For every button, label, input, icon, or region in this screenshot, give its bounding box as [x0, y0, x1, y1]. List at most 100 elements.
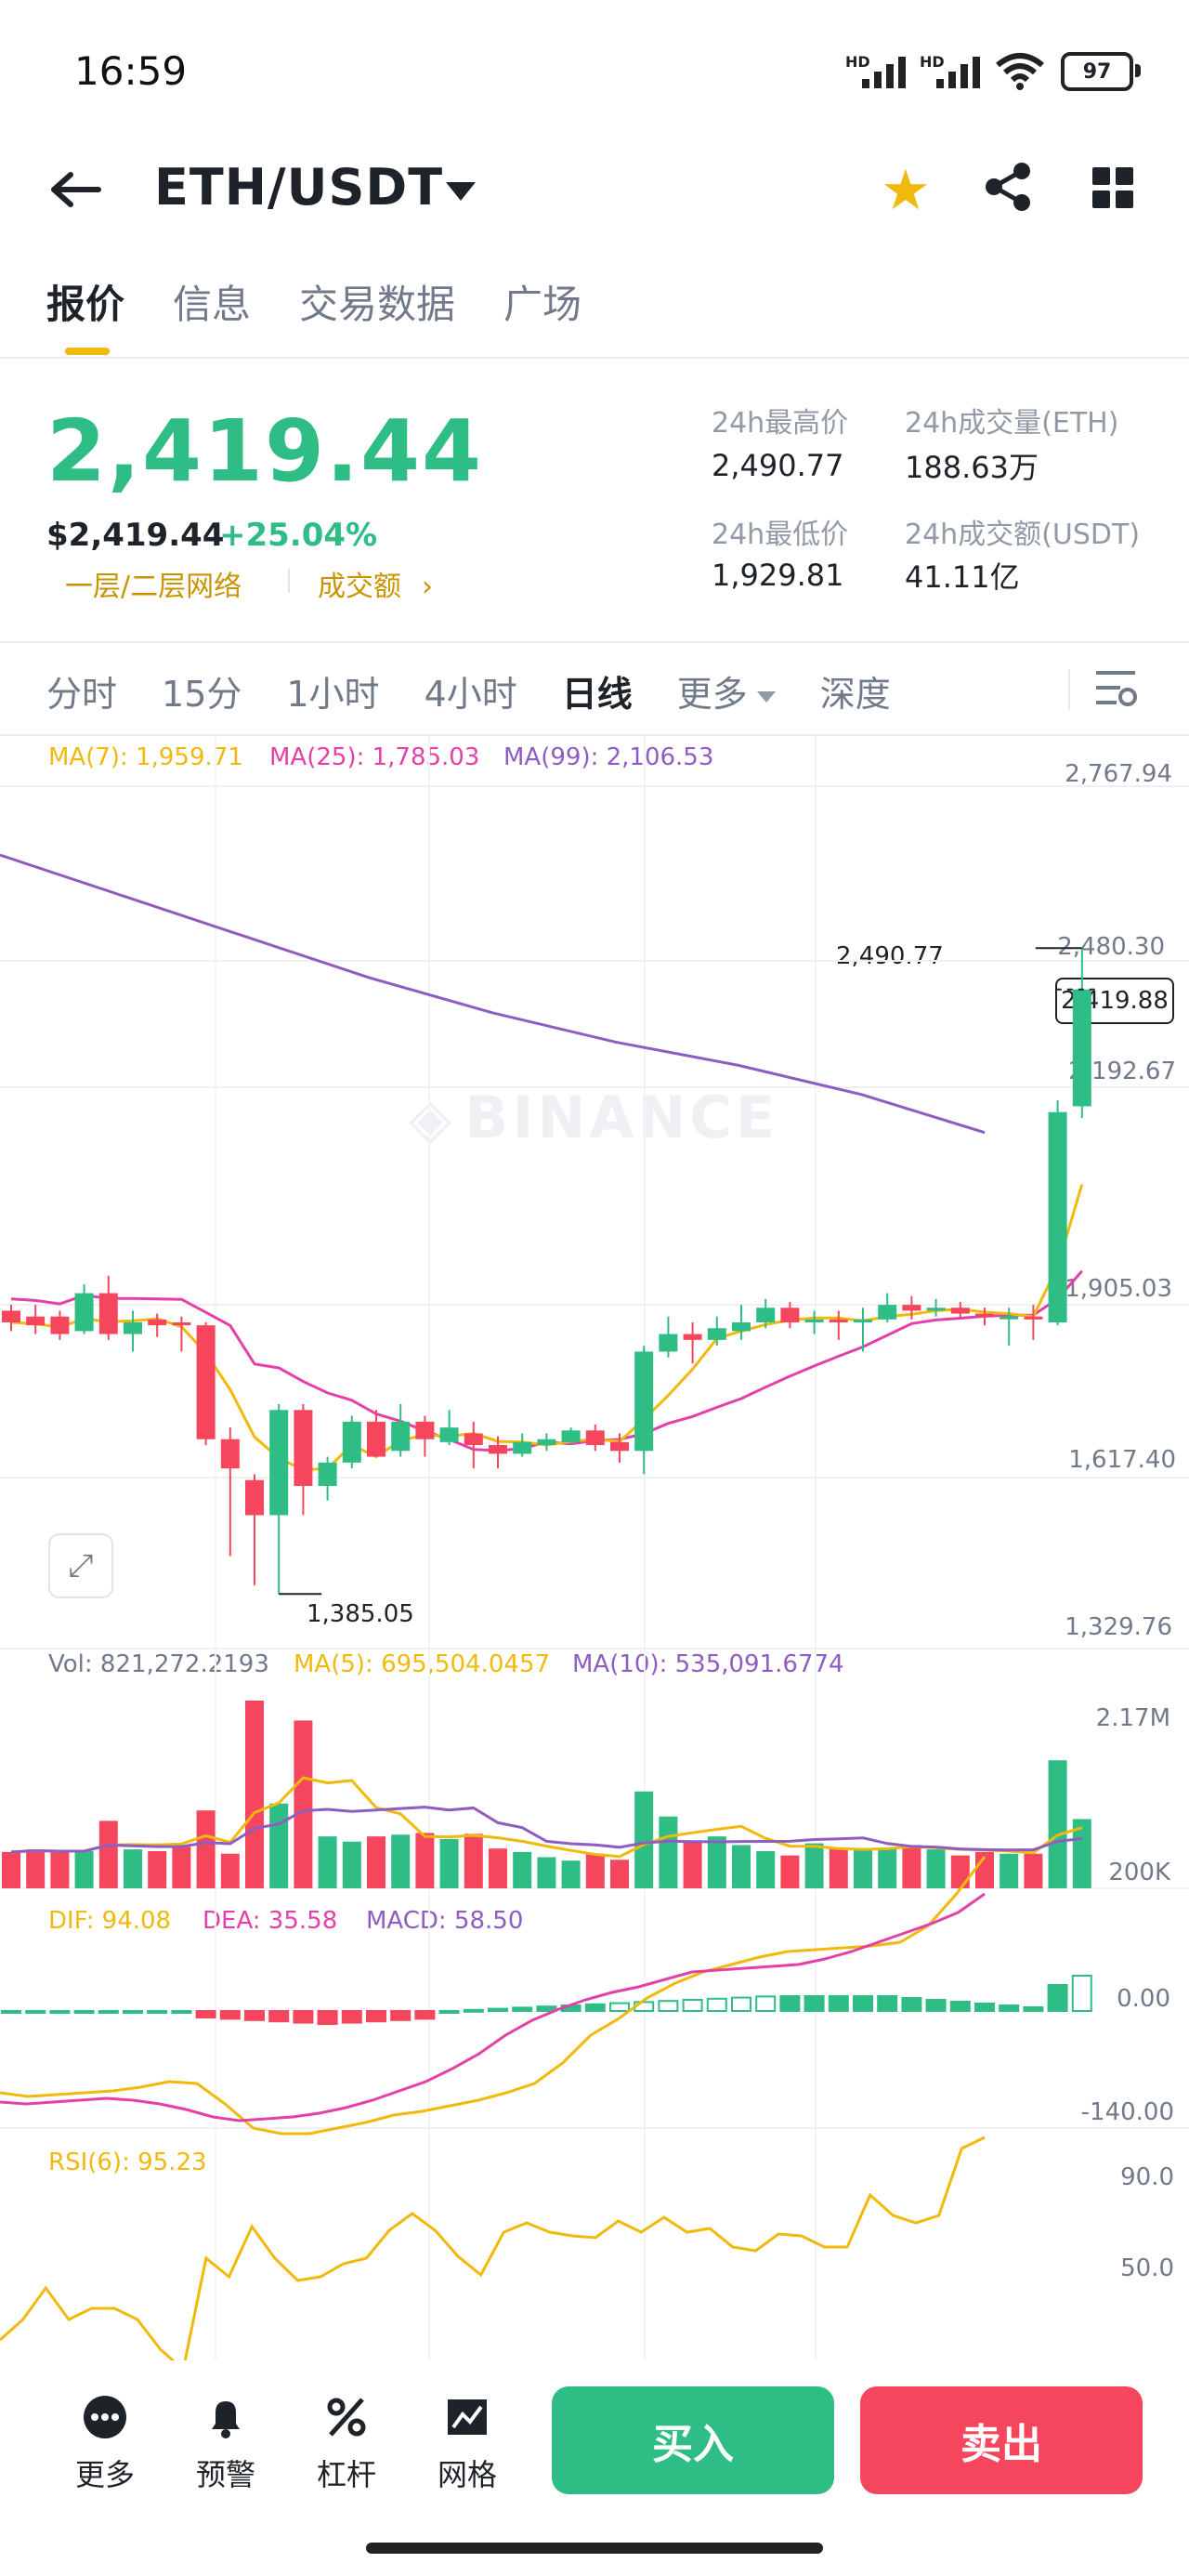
pair-dropdown-icon[interactable]: [446, 182, 476, 201]
leverage-label: 杠杆: [316, 2457, 376, 2492]
vol-legend: Vol: 821,272.2193: [48, 1650, 269, 1678]
status-time: 16:59: [74, 48, 188, 94]
pair-title[interactable]: ETH/USDT: [154, 158, 444, 217]
macd-bar: [731, 1996, 751, 2012]
volume-bar: [294, 1720, 313, 1888]
battery-icon: 97: [1061, 52, 1141, 91]
ma7-legend: MA(7): 1,959.71: [48, 743, 243, 771]
price-tick: 2,480.30: [1057, 933, 1165, 961]
amount-value: 41.11亿: [905, 559, 1020, 595]
ma99-legend: MA(99): 2,106.53: [503, 743, 714, 771]
interval-1h[interactable]: 1小时: [286, 674, 380, 715]
leverage-button[interactable]: 杠杆: [295, 2394, 398, 2494]
high-label: 24h最高价: [712, 407, 849, 440]
rsi-line: [0, 2136, 986, 2360]
divider: [0, 734, 1189, 736]
candle-body: [1024, 1316, 1043, 1320]
divider: [0, 641, 1189, 643]
candle-body: [732, 1321, 751, 1332]
volume-bar: [878, 1847, 897, 1888]
expand-icon[interactable]: ⤢: [48, 1533, 113, 1598]
macd-bar: [877, 1995, 898, 2012]
network-link[interactable]: 一层/二层网络: [65, 571, 242, 603]
divider: [0, 357, 1189, 359]
candle-body: [756, 1308, 776, 1322]
low-label: 24h最低价: [712, 519, 849, 551]
sell-button[interactable]: 卖出: [860, 2386, 1143, 2494]
tab-info[interactable]: 信息: [173, 282, 252, 327]
volume-bar: [537, 1857, 556, 1888]
favorite-star-icon[interactable]: ★: [881, 158, 931, 223]
macd-bar: [755, 1995, 777, 2013]
kline-chart[interactable]: [0, 734, 1189, 2360]
volume-bar: [585, 1853, 605, 1888]
tab-quote[interactable]: 报价: [46, 282, 125, 327]
volume-bar: [367, 1836, 385, 1888]
interval-15m[interactable]: 15分: [162, 674, 242, 715]
interval-4h[interactable]: 4小时: [424, 674, 517, 715]
grid-trade-button[interactable]: 网格: [416, 2394, 518, 2494]
watermark: ◈ BINANCE: [409, 1084, 778, 1151]
usd-price: $2,419.44: [46, 517, 225, 554]
separator: [288, 569, 290, 593]
tab-trading-data[interactable]: 交易数据: [299, 282, 456, 327]
separator: [1068, 669, 1070, 710]
interval-1d[interactable]: 日线: [561, 674, 633, 715]
candle-body: [804, 1319, 824, 1322]
buy-button[interactable]: 买入: [552, 2386, 834, 2494]
home-indicator[interactable]: [366, 2543, 823, 2554]
chart-settings-icon[interactable]: [1092, 667, 1139, 710]
interval-more[interactable]: 更多: [677, 665, 776, 716]
alert-label: 预警: [195, 2457, 255, 2492]
macd-bar: [999, 2004, 1020, 2012]
volume-bar: [1000, 1853, 1019, 1888]
alert-button[interactable]: 预警: [175, 2394, 277, 2494]
interval-depth[interactable]: 深度: [819, 674, 891, 715]
macd-bar: [974, 2003, 995, 2012]
more-button[interactable]: 更多: [54, 2394, 156, 2494]
vol-tick: 200K: [1108, 1859, 1170, 1886]
volume-bar: [391, 1834, 411, 1888]
share-icon[interactable]: [981, 160, 1035, 214]
price-tick: 2,767.94: [1065, 760, 1172, 788]
volume-bar: [513, 1851, 532, 1888]
candle-body: [585, 1430, 605, 1445]
volume-bar: [902, 1845, 921, 1888]
macd-bar: [438, 2010, 460, 2014]
candle-body: [902, 1305, 921, 1311]
volume-bar: [732, 1845, 751, 1888]
grid-menu-icon[interactable]: [1092, 167, 1133, 208]
macd-bar: [414, 2010, 436, 2020]
price-tick: 1,329.76: [1065, 1613, 1172, 1641]
interval-time[interactable]: 分时: [46, 674, 118, 715]
volume-bar: [415, 1833, 435, 1888]
cell-signal-icon: HD: [845, 53, 906, 90]
candle-body: [172, 1321, 191, 1326]
macd-bar: [366, 2010, 386, 2023]
volume-bar: [172, 1847, 191, 1888]
macd-bar: [195, 2010, 216, 2018]
volume-bar: [926, 1849, 946, 1888]
macd-bar: [1, 2010, 21, 2014]
macd-tick: 0.00: [1117, 1985, 1170, 2013]
tab-square[interactable]: 广场: [503, 282, 582, 327]
vol-ma10-line: [10, 1806, 1082, 1854]
candle-body: [74, 1293, 94, 1332]
candle-body: [342, 1421, 361, 1463]
volume-bar: [634, 1791, 654, 1888]
vol-ma5-legend: MA(5): 695,504.0457: [294, 1650, 551, 1678]
macd-bar: [390, 2010, 412, 2021]
candle-body: [489, 1444, 507, 1454]
back-arrow-icon[interactable]: [50, 171, 102, 208]
candle-body: [1000, 1316, 1019, 1320]
candle-body: [1072, 989, 1091, 1107]
macd-tick: -140.00: [1080, 2098, 1174, 2126]
volume-bar: [489, 1848, 507, 1888]
dea-line: [0, 1892, 986, 2123]
macd-legend: MACD: 58.50: [366, 1907, 524, 1935]
macd-bar: [488, 2007, 508, 2012]
macd-bar: [219, 2010, 241, 2020]
turnover-link[interactable]: 成交额 ›: [318, 563, 433, 604]
macd-bar: [658, 2000, 679, 2012]
low-value: 1,929.81: [712, 558, 844, 593]
